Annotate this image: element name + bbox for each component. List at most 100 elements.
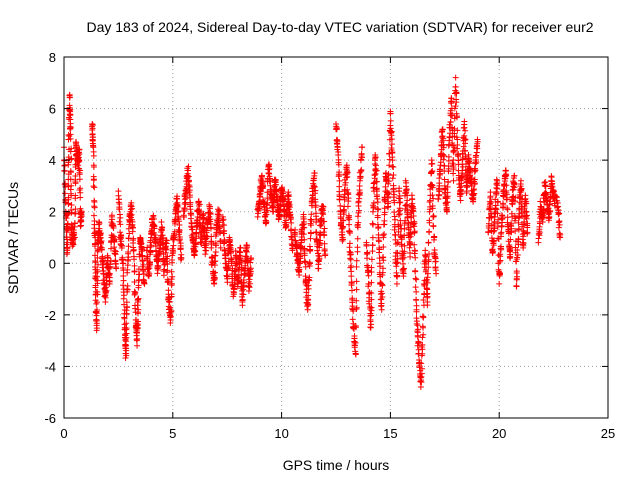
data-point-marker [177, 246, 184, 253]
data-point-marker [123, 320, 130, 327]
data-point-marker [280, 194, 287, 201]
data-point-marker [106, 261, 113, 268]
data-point-marker [212, 252, 219, 259]
y-tick-label: 4 [49, 153, 56, 168]
data-point-marker [170, 248, 177, 255]
data-point-marker [158, 219, 165, 226]
data-point-marker [90, 164, 97, 171]
data-point-marker [120, 286, 127, 293]
data-point-marker [150, 212, 157, 219]
data-point-marker [168, 307, 175, 314]
data-point-marker [163, 258, 170, 265]
data-point-marker [277, 203, 284, 210]
data-point-marker [123, 352, 130, 359]
data-point-marker [196, 201, 203, 208]
x-tick-label: 20 [492, 426, 506, 441]
data-point-marker [90, 212, 97, 219]
data-point-marker [312, 187, 319, 194]
data-point-marker [120, 277, 127, 284]
data-point-marker [314, 247, 321, 254]
data-point-marker [217, 244, 224, 251]
data-point-marker [283, 222, 290, 229]
data-point-marker [122, 341, 129, 348]
data-point-marker [296, 266, 303, 273]
data-point-marker [67, 176, 74, 183]
data-point-marker [129, 221, 136, 228]
data-point-marker [90, 176, 97, 183]
data-point-marker [208, 239, 215, 246]
data-point-marker [93, 308, 100, 315]
data-point-marker [96, 220, 103, 227]
data-point-marker [94, 268, 101, 275]
data-point-marker [186, 187, 193, 194]
data-point-marker [89, 125, 96, 132]
data-point-marker [64, 245, 71, 252]
data-point-marker [213, 242, 220, 249]
data-point-marker [293, 241, 300, 248]
data-point-marker [97, 230, 104, 237]
data-point-marker [321, 231, 328, 238]
data-point-marker [176, 222, 183, 229]
data-point-marker [307, 235, 314, 242]
data-point-marker [94, 288, 101, 295]
y-tick-label: -2 [44, 308, 56, 323]
data-point-marker [68, 155, 75, 162]
data-point-marker [91, 184, 98, 191]
data-point-marker [70, 241, 77, 248]
data-point-marker [71, 234, 78, 241]
data-point-marker [180, 212, 187, 219]
data-point-marker [67, 169, 74, 176]
data-point-marker [134, 296, 141, 303]
data-point-marker [68, 145, 75, 152]
data-point-marker [76, 157, 83, 164]
data-point-marker [168, 268, 175, 275]
data-point-marker [193, 235, 200, 242]
data-point-marker [221, 222, 228, 229]
data-point-marker [91, 218, 98, 225]
data-point-marker [163, 246, 170, 253]
data-point-marker [67, 106, 74, 113]
data-point-marker [106, 270, 113, 277]
data-point-marker [228, 258, 235, 265]
data-point-marker [66, 102, 73, 109]
data-point-marker [66, 94, 73, 101]
data-point-marker [112, 261, 119, 268]
data-point-marker [75, 149, 82, 156]
data-point-marker [99, 264, 106, 271]
data-point-marker [130, 235, 137, 242]
data-point-marker [300, 231, 307, 238]
data-point-marker [238, 259, 245, 266]
data-point-marker [311, 175, 318, 182]
data-point-marker [67, 111, 74, 118]
data-point-marker [90, 183, 97, 190]
data-point-marker [297, 244, 304, 251]
data-point-marker [147, 249, 154, 256]
y-tick-label: 0 [49, 256, 56, 271]
x-tick-label: 0 [60, 426, 67, 441]
data-point-marker [306, 260, 313, 267]
data-point-marker [64, 220, 71, 227]
data-point-marker [139, 257, 146, 264]
data-point-marker [170, 242, 177, 249]
data-point-marker [217, 229, 224, 236]
data-point-marker [240, 282, 247, 289]
data-point-marker [155, 249, 162, 256]
data-point-marker [141, 279, 148, 286]
data-point-marker [166, 298, 173, 305]
data-point-marker [111, 244, 118, 251]
data-point-marker [164, 261, 171, 268]
data-point-marker [152, 240, 159, 247]
data-point-marker [68, 182, 75, 189]
data-point-marker [134, 302, 141, 309]
data-point-marker [185, 163, 192, 170]
data-point-marker [167, 304, 174, 311]
data-point-marker [161, 266, 168, 273]
data-point-marker [92, 241, 99, 248]
data-point-marker [257, 188, 264, 195]
data-point-marker [211, 262, 218, 269]
data-point-marker [93, 316, 100, 323]
data-point-marker [76, 176, 83, 183]
data-point-marker [216, 212, 223, 219]
x-axis-label: GPS time / hours [283, 457, 390, 473]
data-point-marker [321, 240, 328, 247]
